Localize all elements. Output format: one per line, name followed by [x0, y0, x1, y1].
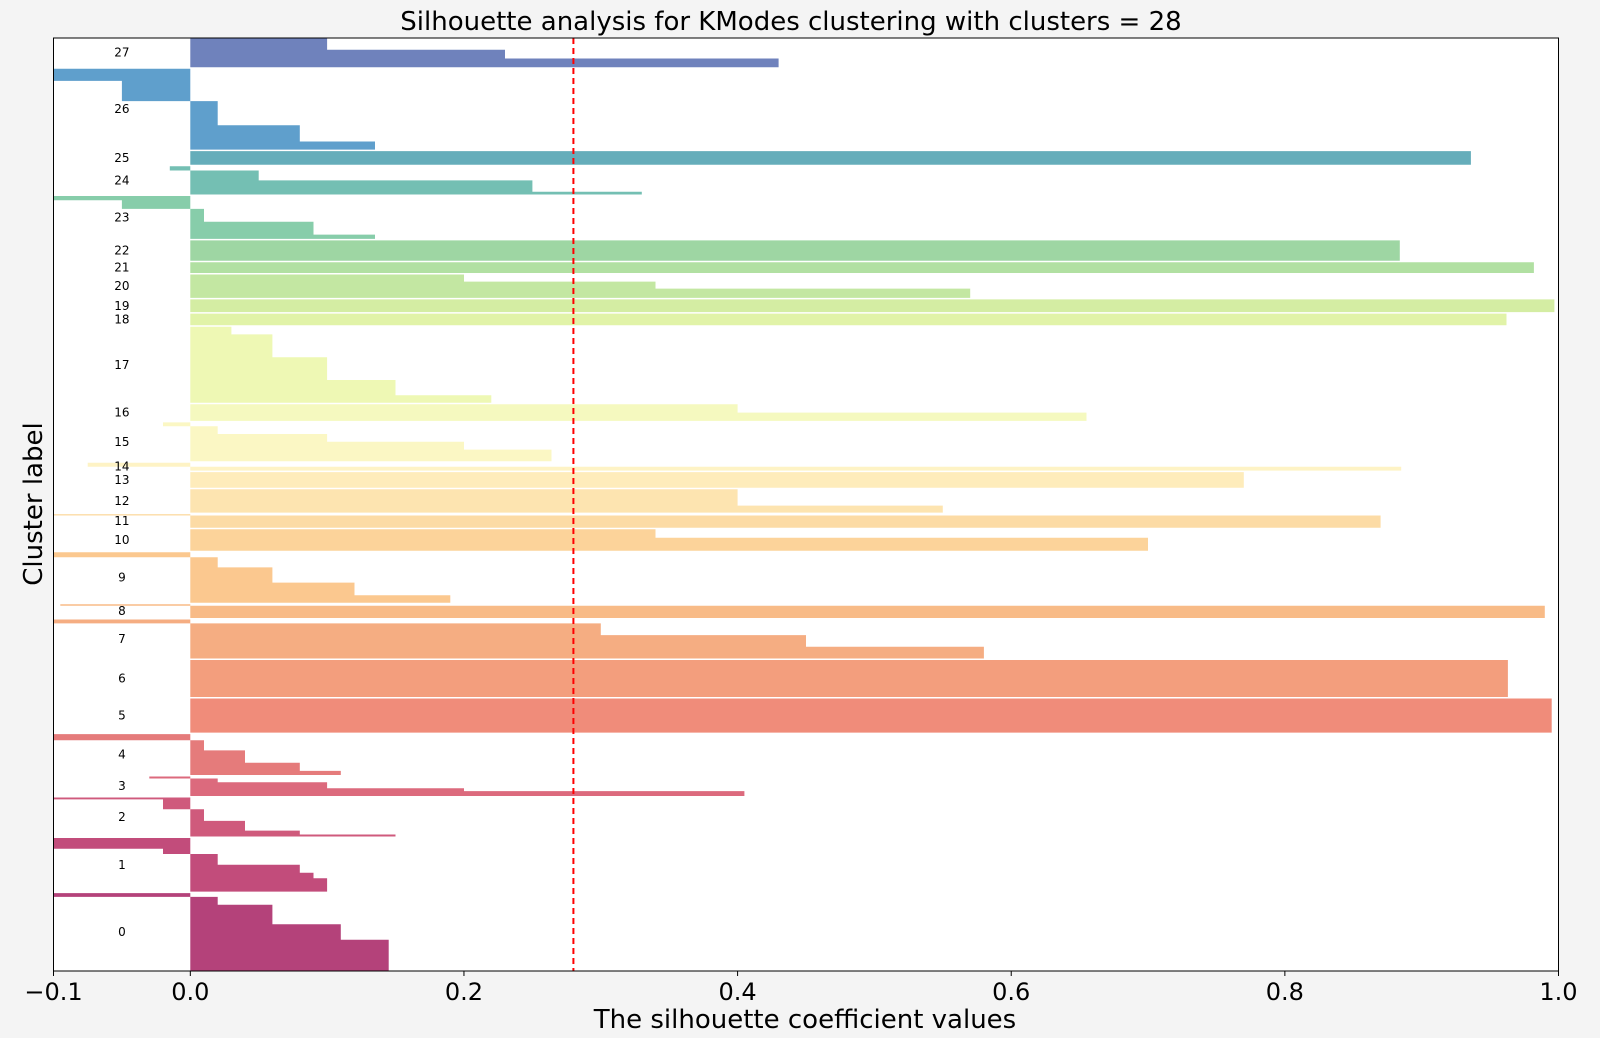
cluster-bar-2	[53, 797, 396, 837]
cluster-label-1: 1	[118, 858, 126, 872]
cluster-label-11: 11	[114, 514, 129, 528]
cluster-label-5: 5	[118, 709, 126, 723]
cluster-bar-13	[190, 472, 1244, 488]
cluster-bar-25	[190, 151, 1471, 165]
plot-frame	[53, 37, 1559, 972]
cluster-label-0: 0	[118, 925, 126, 939]
cluster-label-6: 6	[118, 672, 126, 686]
cluster-bar-1	[53, 838, 328, 892]
x-tick-label: 0.0	[171, 978, 209, 1006]
cluster-label-3: 3	[118, 779, 126, 793]
cluster-bar-17	[190, 326, 492, 403]
cluster-bar-5	[190, 698, 1552, 733]
cluster-label-19: 19	[114, 299, 129, 313]
cluster-bar-6	[190, 660, 1508, 697]
cluster-label-9: 9	[118, 571, 126, 585]
cluster-bar-20	[190, 274, 971, 298]
cluster-label-25: 25	[114, 151, 129, 165]
cluster-bar-21	[190, 262, 1534, 273]
cluster-label-21: 21	[114, 261, 129, 275]
cluster-label-20: 20	[114, 279, 129, 293]
y-axis-label: Cluster label	[19, 422, 49, 585]
cluster-label-13: 13	[114, 473, 129, 487]
cluster-bar-27	[190, 38, 779, 68]
cluster-bar-8	[60, 604, 1545, 618]
cluster-label-12: 12	[114, 494, 129, 508]
cluster-bar-26	[53, 68, 375, 150]
cluster-bar-0	[53, 893, 389, 971]
cluster-labels: 0123456789101112131415161718192021222324…	[114, 46, 129, 939]
cluster-label-8: 8	[118, 604, 126, 618]
x-tick-label: 0.2	[445, 978, 483, 1006]
cluster-label-7: 7	[118, 632, 126, 646]
cluster-label-17: 17	[114, 358, 129, 372]
cluster-bar-23	[53, 196, 375, 239]
cluster-label-23: 23	[114, 210, 129, 224]
cluster-bar-19	[190, 299, 1555, 313]
cluster-label-2: 2	[118, 810, 126, 824]
cluster-bar-16	[190, 404, 1087, 421]
cluster-label-14: 14	[114, 460, 129, 474]
cluster-bars	[53, 38, 1555, 971]
cluster-bar-18	[190, 313, 1507, 326]
cluster-label-16: 16	[114, 406, 129, 420]
x-tick-label: 0.4	[719, 978, 757, 1006]
x-axis-label: The silhouette coefficient values	[593, 1005, 1016, 1035]
x-tick-label: 0.6	[992, 978, 1030, 1006]
cluster-label-15: 15	[114, 435, 129, 449]
cluster-label-26: 26	[114, 102, 129, 116]
cluster-label-24: 24	[114, 173, 129, 187]
cluster-bar-24	[169, 166, 642, 195]
cluster-bar-4	[53, 734, 341, 775]
cluster-bar-10	[190, 529, 1149, 551]
plot-area: 0123456789101112131415161718192021222324…	[53, 37, 1559, 972]
cluster-label-4: 4	[118, 748, 126, 762]
cluster-bar-9	[53, 552, 451, 603]
cluster-label-10: 10	[114, 533, 129, 547]
cluster-label-22: 22	[114, 244, 129, 258]
x-tick-label: 1.0	[1539, 978, 1577, 1006]
cluster-bar-14	[87, 462, 1402, 471]
x-tick-label: −0.1	[24, 978, 82, 1006]
x-axis: −0.1 0.0 0.2 0.4 0.6 0.8 1.0	[24, 971, 1578, 1006]
cluster-bar-22	[190, 240, 1400, 261]
cluster-bar-7	[53, 619, 984, 659]
x-tick-label: 0.8	[1266, 978, 1304, 1006]
cluster-bar-15	[163, 422, 552, 462]
cluster-label-18: 18	[114, 312, 129, 326]
chart-title: Silhouette analysis for KModes clusterin…	[400, 7, 1181, 37]
cluster-bar-11	[53, 514, 1381, 528]
cluster-bar-3	[149, 776, 745, 796]
cluster-label-27: 27	[114, 46, 129, 60]
cluster-bar-12	[190, 489, 943, 513]
